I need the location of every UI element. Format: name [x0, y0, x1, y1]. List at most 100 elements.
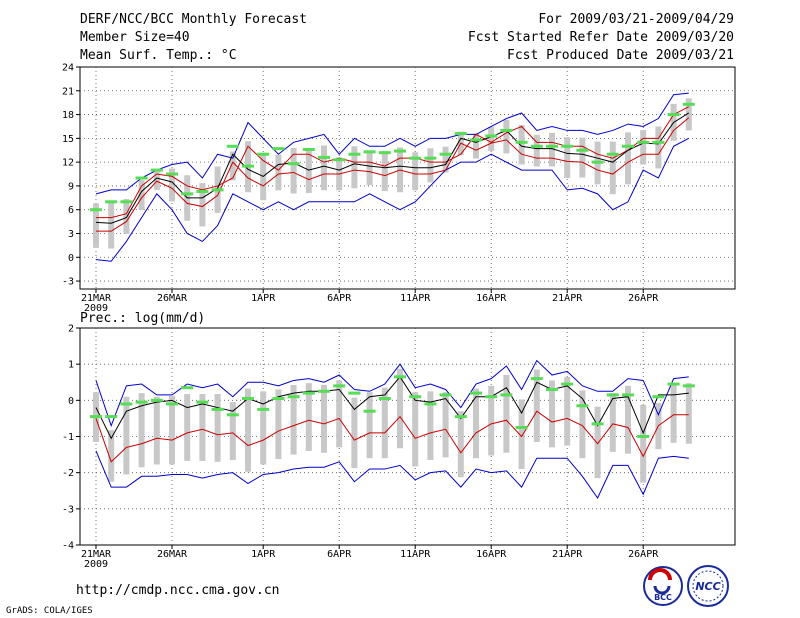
prec-observed-mark — [302, 391, 315, 395]
temp-xtick-label: 6APR — [327, 293, 352, 304]
temp-box — [473, 133, 479, 159]
prec-box — [275, 389, 282, 460]
temp-observed-mark — [318, 155, 330, 159]
temp-observed-mark — [242, 164, 254, 168]
prec-box — [442, 392, 449, 458]
prec-box — [214, 394, 221, 462]
prec-observed-mark — [424, 402, 437, 406]
prec-observed-mark — [606, 393, 619, 397]
prec-observed-mark — [439, 393, 452, 397]
temp-box — [169, 168, 175, 202]
temp-observed-mark — [515, 140, 528, 144]
temp-observed-mark — [606, 152, 619, 156]
temp-observed-mark — [682, 102, 695, 106]
prec-box — [366, 392, 373, 459]
temp-observed-mark — [287, 162, 300, 166]
temp-observed-mark — [591, 160, 604, 164]
temp-box — [381, 152, 388, 192]
prec-observed-mark — [576, 404, 589, 408]
prec-lower-line — [95, 410, 689, 463]
prec-year-label: 2009 — [84, 559, 108, 570]
temp-box — [108, 201, 115, 249]
temp-box — [290, 147, 297, 194]
temp-observed-mark — [439, 152, 452, 156]
temp-box — [138, 179, 145, 211]
prec-observed-mark — [272, 397, 285, 401]
temp-box — [564, 137, 571, 178]
temp-ytick-label: 24 — [62, 63, 74, 74]
prec-observed-mark — [318, 389, 330, 393]
prec-observed-mark — [196, 400, 209, 404]
temp-box — [488, 126, 495, 152]
prec-ytick-label: -2 — [62, 468, 74, 479]
temp-ytick-label: 21 — [62, 86, 74, 97]
prec-observed-mark — [287, 395, 300, 399]
source-url[interactable]: http://cmdp.ncc.cma.gov.cn — [76, 583, 280, 598]
prec-ytick-label: -3 — [62, 504, 74, 515]
temp-box — [123, 199, 130, 234]
prec-box — [640, 404, 647, 483]
prec-observed-mark — [348, 391, 361, 395]
temp-xtick-label: 11APR — [400, 293, 431, 304]
temp-observed-mark — [454, 132, 467, 136]
prec-ytick-label: -1 — [62, 432, 74, 443]
temp-observed-mark — [211, 188, 224, 192]
temp-box — [366, 151, 373, 186]
prec-observed-mark — [90, 415, 102, 419]
prec-ytick-label: -4 — [62, 541, 74, 552]
temp-upper-line — [96, 106, 690, 219]
temp-observed-mark — [667, 113, 680, 117]
prec-box — [321, 384, 327, 453]
prec-box — [138, 393, 145, 468]
prec-observed-mark — [530, 377, 543, 381]
temp-observed-mark — [637, 140, 650, 144]
prec-box — [245, 388, 251, 472]
temp-box — [518, 124, 525, 165]
prec-box — [549, 380, 555, 448]
prec-observed-mark — [226, 413, 239, 417]
prec-observed-mark — [454, 415, 467, 419]
prec-box — [351, 397, 358, 469]
prec-ytick-label: 0 — [68, 396, 74, 407]
prec-observed-mark — [409, 395, 422, 399]
temp-observed-mark — [333, 158, 346, 162]
prec-xtick-label: 11APR — [400, 549, 431, 560]
temp-box — [93, 203, 99, 248]
temp-xtick-label: 26APR — [628, 293, 659, 304]
temp-observed-mark — [470, 138, 482, 142]
temp-observed-mark — [120, 200, 133, 204]
temp-box — [351, 146, 358, 189]
prec-box — [594, 406, 601, 479]
temp-box — [199, 183, 206, 227]
temp-observed-mark — [424, 156, 437, 160]
temp-observed-mark — [348, 152, 361, 156]
temp-observed-mark — [530, 144, 543, 148]
temp-box — [503, 119, 510, 154]
temp-ytick-label: 15 — [62, 134, 74, 145]
prec-box — [229, 402, 236, 461]
prec-observed-mark — [500, 393, 513, 397]
prec-box — [609, 393, 616, 452]
prec-box — [473, 388, 479, 459]
prec-xtick-label: 6APR — [327, 549, 352, 560]
temp-xtick-label: 21APR — [552, 293, 583, 304]
temp-observed-mark — [257, 152, 270, 156]
temp-ytick-label: 0 — [68, 253, 74, 264]
prec-xtick-label: 26MAR — [157, 549, 188, 560]
prec-box — [457, 411, 464, 478]
prec-observed-mark — [667, 382, 680, 386]
temp-box — [685, 98, 692, 131]
temp-ytick-label: 6 — [68, 205, 74, 216]
temp-box — [533, 134, 540, 167]
prec-box — [153, 396, 160, 465]
prec-observed-mark — [652, 395, 665, 399]
produced-date: Fcst Produced Date 2009/03/21 — [507, 48, 734, 63]
prec-xtick-label: 1APR — [251, 549, 276, 560]
temp-lower-line — [96, 117, 690, 232]
temp-observed-mark — [166, 172, 178, 176]
temp-ytick-label: 12 — [62, 158, 74, 169]
prec-observed-mark — [257, 407, 270, 411]
prec-box — [412, 392, 419, 467]
prec-box — [533, 369, 540, 442]
